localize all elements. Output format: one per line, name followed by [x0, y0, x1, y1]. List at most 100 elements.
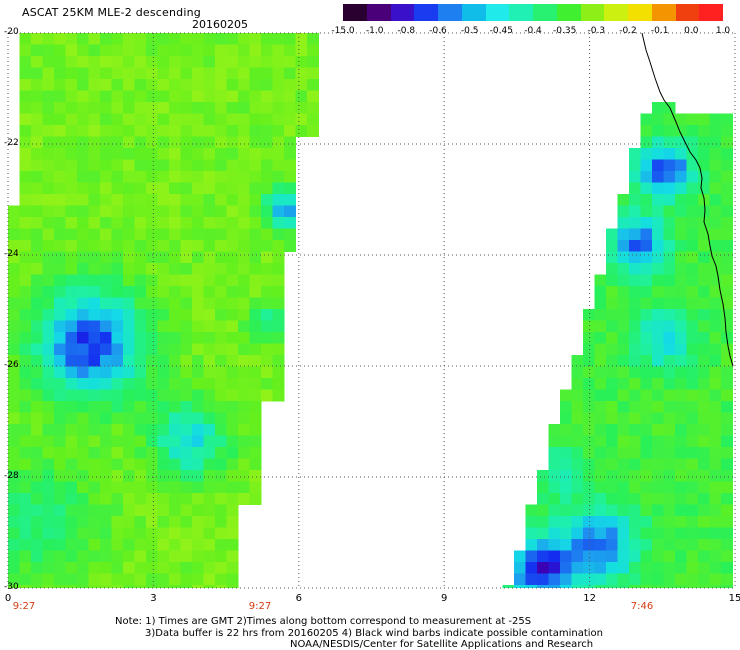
- wind-cell: [272, 217, 285, 229]
- wind-cell: [77, 401, 89, 413]
- wind-cell: [169, 343, 181, 356]
- wind-cell: [192, 102, 204, 114]
- wind-cell: [249, 194, 262, 206]
- wind-cell: [629, 240, 641, 252]
- wind-cell: [146, 67, 158, 80]
- wind-cell: [192, 125, 204, 137]
- wind-cell: [238, 286, 250, 298]
- wind-cell: [42, 378, 55, 390]
- wind-cell: [226, 332, 239, 344]
- wind-cell: [640, 320, 653, 333]
- color-scale-swatch: [438, 4, 462, 21]
- wind-cell: [111, 33, 124, 45]
- wind-cell: [146, 251, 158, 264]
- wind-cell: [100, 148, 112, 160]
- wind-cell: [663, 470, 676, 482]
- wind-cell: [169, 573, 181, 586]
- wind-cell: [65, 125, 78, 137]
- wind-cell: [537, 539, 549, 551]
- wind-cell: [157, 562, 170, 574]
- wind-cell: [272, 389, 285, 402]
- wind-cell: [640, 182, 653, 195]
- wind-cell: [111, 79, 124, 91]
- wind-cell: [88, 171, 101, 183]
- wind-cell: [203, 263, 216, 275]
- wind-cell: [54, 263, 66, 275]
- wind-cell: [88, 458, 101, 471]
- wind-cell: [134, 585, 147, 588]
- wind-cell: [65, 424, 78, 436]
- wind-cell: [180, 550, 193, 563]
- wind-cell: [169, 458, 181, 471]
- wind-cell: [157, 67, 170, 80]
- wind-cell: [215, 136, 227, 149]
- wind-cell: [203, 136, 216, 149]
- wind-cell: [721, 447, 733, 459]
- wind-cell: [192, 573, 204, 586]
- wind-cell: [31, 251, 43, 264]
- wind-cell: [146, 286, 158, 298]
- wind-cell: [42, 217, 55, 229]
- wind-cell: [571, 550, 584, 563]
- wind-cell: [19, 355, 32, 367]
- wind-cell: [123, 424, 135, 436]
- wind-cell: [652, 539, 664, 551]
- wind-cell: [180, 182, 193, 195]
- wind-cell: [169, 585, 181, 588]
- wind-cell: [65, 148, 78, 160]
- wind-cell: [249, 56, 262, 68]
- wind-cell: [629, 378, 641, 390]
- wind-cell: [42, 148, 55, 160]
- wind-cell: [617, 355, 630, 367]
- wind-cell: [675, 297, 687, 310]
- wind-cell: [548, 435, 561, 448]
- wind-cell: [709, 240, 722, 252]
- wind-cell: [111, 378, 124, 390]
- wind-cell: [307, 113, 319, 126]
- wind-cell: [663, 309, 676, 321]
- wind-cell: [54, 194, 66, 206]
- wind-cell: [226, 389, 239, 402]
- wind-cell: [640, 205, 653, 218]
- color-scale-swatch: [675, 4, 700, 21]
- wind-cell: [157, 447, 170, 459]
- wind-cell: [261, 240, 273, 252]
- wind-cell: [652, 240, 664, 252]
- wind-cell: [77, 79, 89, 91]
- wind-cell: [180, 470, 193, 482]
- wind-cell: [686, 286, 699, 298]
- wind-cell: [111, 458, 124, 471]
- wind-cell: [42, 389, 55, 402]
- latitude-label: -20: [4, 27, 19, 37]
- wind-cell: [111, 516, 124, 528]
- wind-cell: [663, 205, 676, 218]
- wind-cell: [215, 171, 227, 183]
- wind-cell: [663, 435, 676, 448]
- wind-cell: [180, 113, 193, 126]
- wind-cell: [77, 194, 89, 206]
- wind-cell: [721, 516, 733, 528]
- wind-cell: [640, 470, 653, 482]
- wind-cell: [157, 136, 170, 149]
- wind-cell: [54, 366, 66, 379]
- wind-cell: [709, 320, 722, 333]
- wind-cell: [169, 136, 181, 149]
- wind-cell: [215, 355, 227, 367]
- wind-cell: [652, 573, 664, 586]
- wind-cell: [180, 481, 193, 494]
- wind-cell: [169, 424, 181, 436]
- wind-cell: [123, 435, 135, 448]
- wind-cell: [571, 366, 584, 379]
- wind-cell: [238, 125, 250, 137]
- wind-cell: [111, 481, 124, 494]
- wind-cell: [169, 263, 181, 275]
- wind-cell: [606, 527, 618, 540]
- wind-cell: [307, 102, 319, 114]
- wind-cell: [226, 309, 239, 321]
- wind-cell: [617, 389, 630, 402]
- wind-cell: [215, 33, 227, 45]
- wind-cell: [31, 585, 43, 588]
- wind-cell: [100, 286, 112, 298]
- wind-cell: [19, 470, 32, 482]
- latitude-label: -24: [4, 249, 19, 259]
